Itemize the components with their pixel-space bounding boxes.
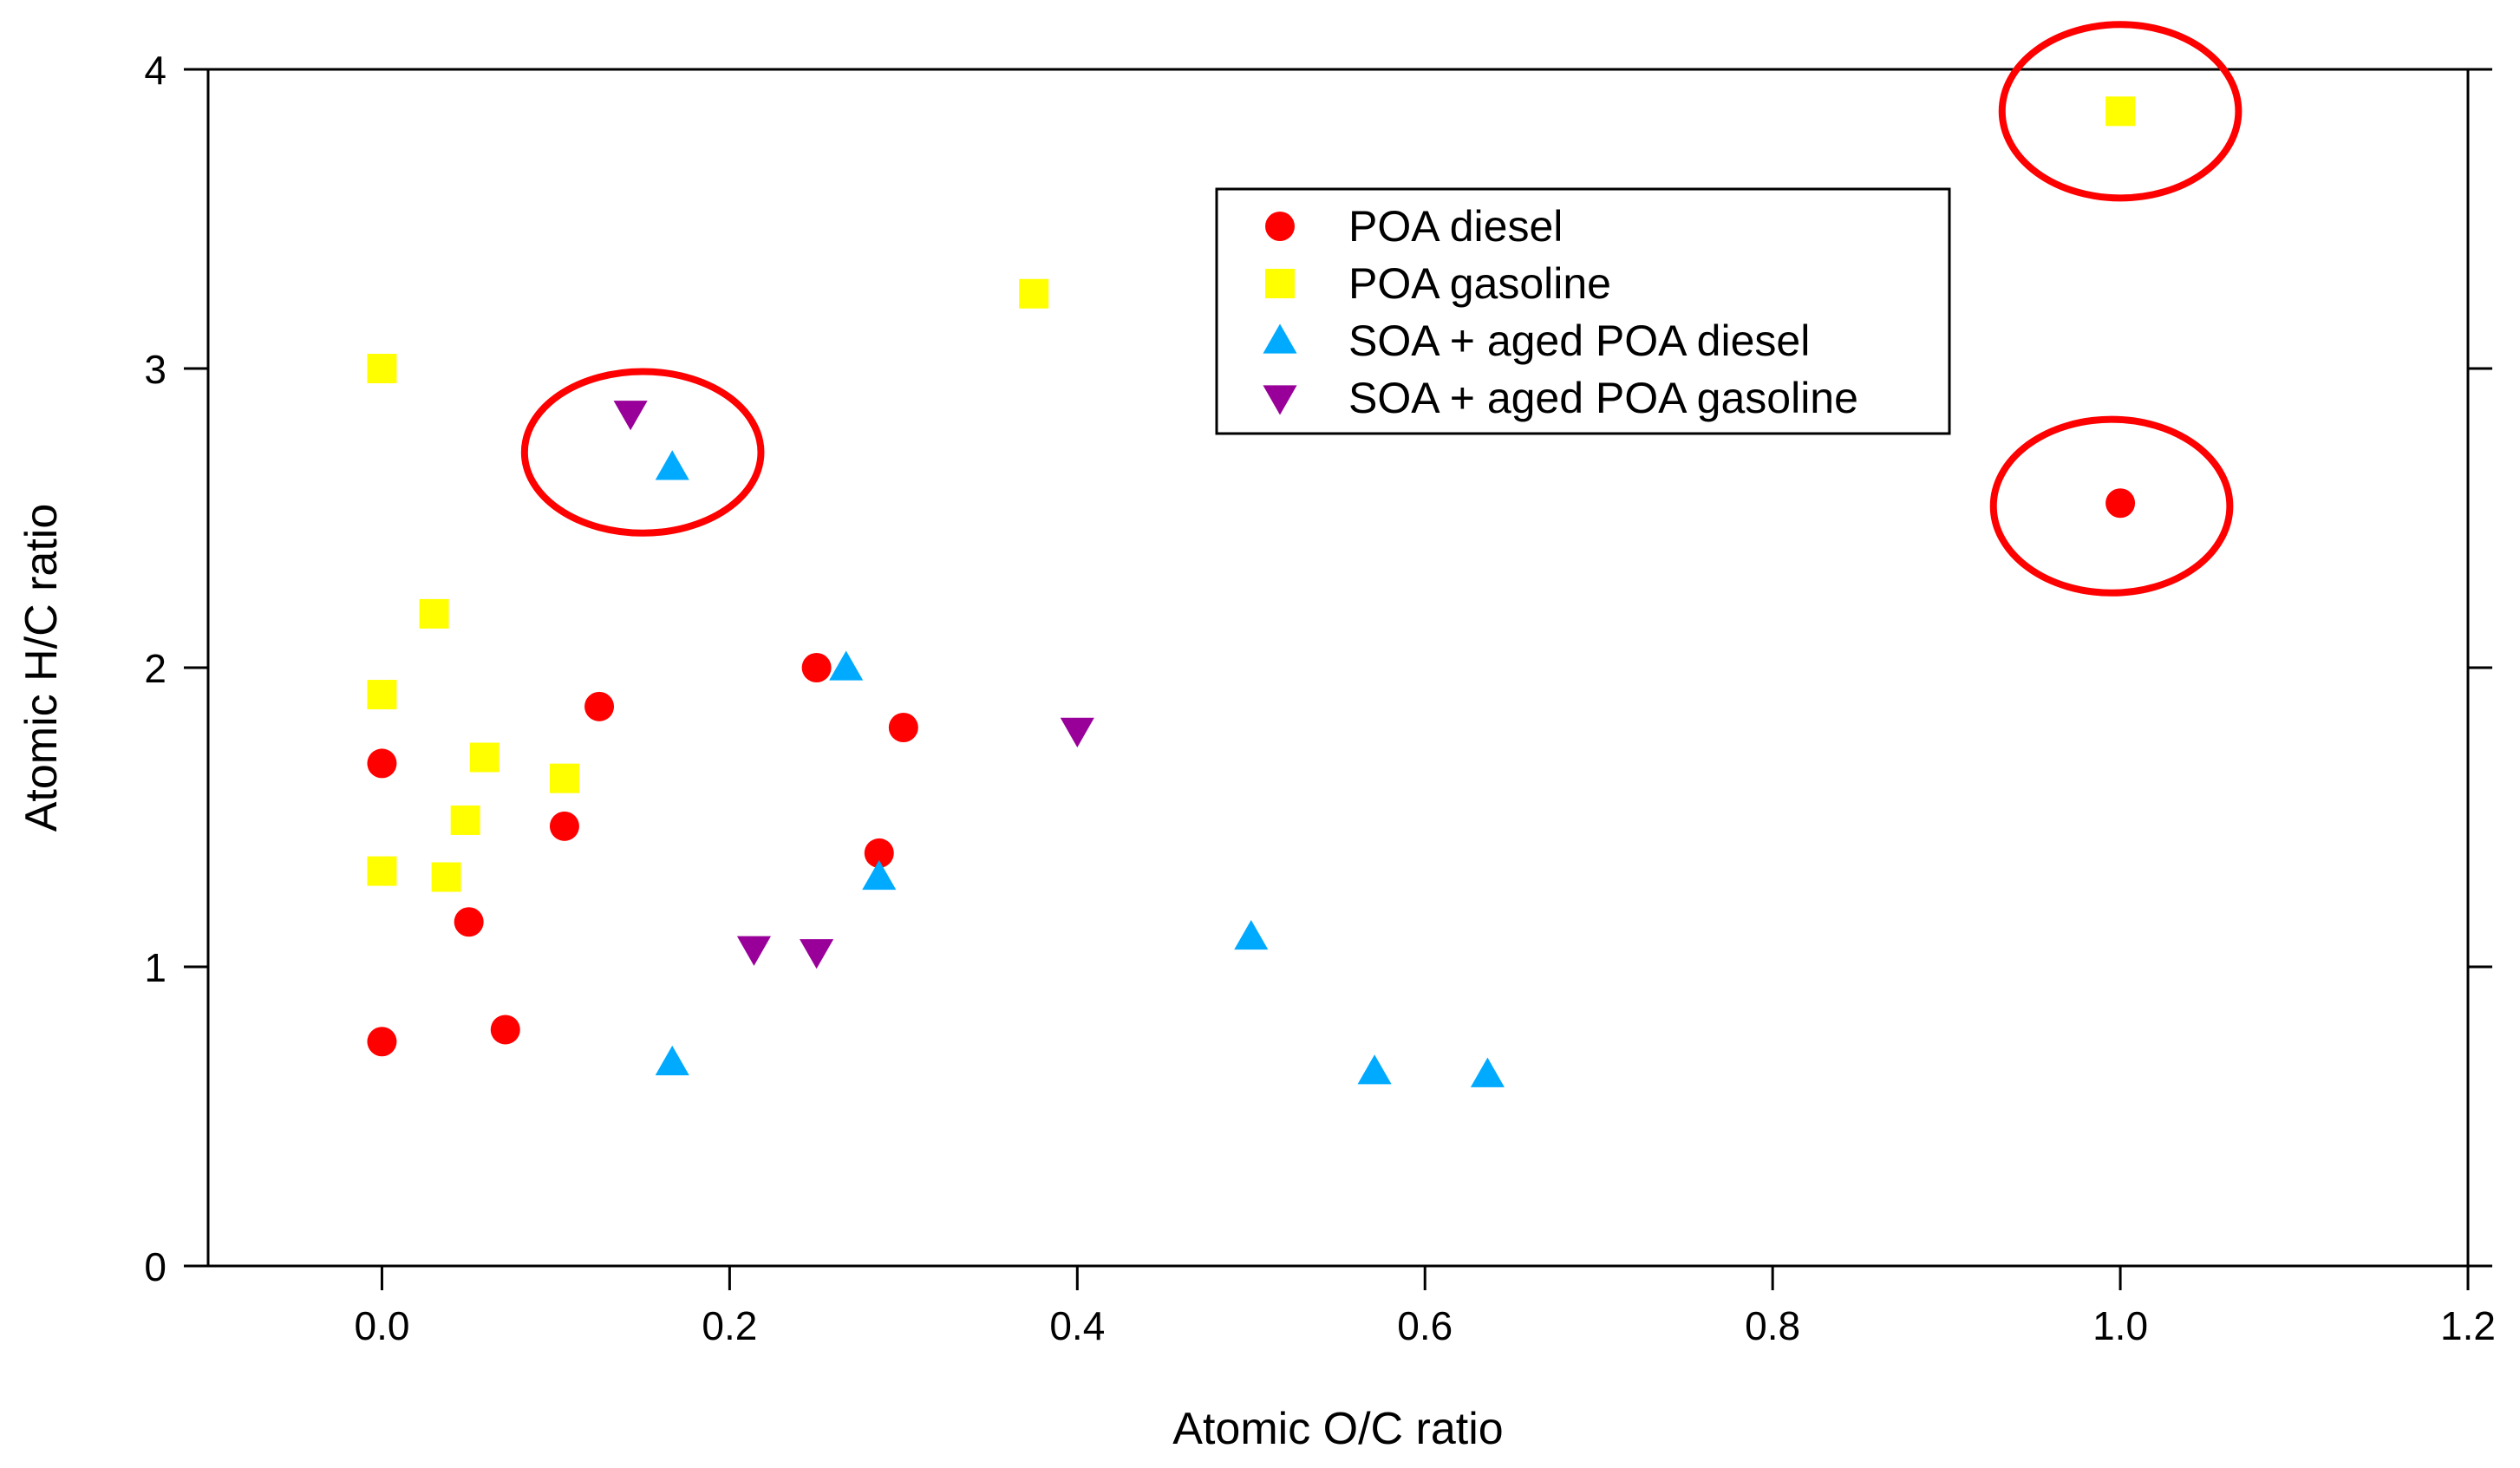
point-poa-gasoline <box>367 680 397 710</box>
point-poa-gasoline <box>1019 278 1049 309</box>
point-soa-aged-poa-diesel <box>1357 1054 1392 1085</box>
point-poa-diesel <box>888 713 918 742</box>
legend-marker <box>1265 269 1295 298</box>
point-poa-gasoline <box>2105 96 2136 127</box>
point-soa-aged-poa-gasoline <box>736 936 771 966</box>
highlight-ellipse <box>1998 21 2243 202</box>
x-tick-label: 0.4 <box>1049 1303 1105 1348</box>
point-soa-aged-poa-diesel <box>655 1045 689 1076</box>
legend-label: SOA + aged POA diesel <box>1348 316 1810 365</box>
point-soa-aged-poa-diesel <box>862 859 897 891</box>
data-points <box>367 96 2136 1087</box>
point-poa-diesel <box>2105 488 2136 519</box>
legend-box <box>1215 187 1951 435</box>
legend-label: SOA + aged POA gasoline <box>1348 374 1858 422</box>
y-tick-label: 4 <box>144 48 166 93</box>
x-axis-label: Atomic O/C ratio <box>1172 1404 1503 1454</box>
point-poa-diesel <box>367 1027 397 1057</box>
point-soa-aged-poa-diesel <box>655 450 689 480</box>
legend-marker <box>1263 385 1297 415</box>
point-poa-gasoline <box>367 856 397 886</box>
highlight-ellipse <box>1989 415 2234 597</box>
x-tick-label: 1.0 <box>2092 1303 2148 1348</box>
highlight-ellipses <box>520 21 2243 597</box>
point-soa-aged-poa-diesel <box>829 650 864 681</box>
legend-marker <box>1263 323 1297 354</box>
point-poa-gasoline <box>450 805 480 835</box>
point-poa-diesel <box>549 811 579 841</box>
point-poa-gasoline <box>367 354 397 383</box>
y-axis-ticks: 0 1 2 3 4 <box>144 48 2492 1289</box>
legend-marker <box>1265 212 1295 241</box>
x-tick-label: 0.8 <box>1745 1303 1800 1348</box>
x-axis-ticks: 0.0 0.2 0.4 0.6 0.8 1.0 1.2 <box>354 1266 2496 1348</box>
y-tick-label: 1 <box>144 945 166 990</box>
point-soa-aged-poa-gasoline <box>613 401 648 431</box>
point-soa-aged-poa-diesel <box>1470 1057 1505 1087</box>
y-tick-label: 2 <box>144 646 166 691</box>
point-poa-gasoline <box>431 862 461 892</box>
y-tick-label: 0 <box>144 1244 166 1289</box>
x-tick-label: 0.0 <box>354 1303 409 1348</box>
point-poa-diesel <box>864 838 894 868</box>
point-poa-gasoline <box>549 763 579 793</box>
point-poa-diesel <box>584 691 615 721</box>
x-tick-label: 1.2 <box>2440 1303 2496 1348</box>
x-tick-label: 0.2 <box>702 1303 757 1348</box>
legend-label: POA gasoline <box>1348 259 1611 308</box>
point-soa-aged-poa-gasoline <box>800 939 834 969</box>
y-axis-label: Atomic H/C ratio <box>16 504 67 832</box>
y-tick-label: 3 <box>144 347 166 392</box>
highlight-ellipse <box>520 368 765 537</box>
legend-label: POA diesel <box>1348 202 1563 251</box>
point-poa-diesel <box>801 653 832 682</box>
point-soa-aged-poa-diesel <box>1234 919 1269 950</box>
point-soa-aged-poa-gasoline <box>1060 717 1094 747</box>
x-tick-label: 0.6 <box>1397 1303 1453 1348</box>
point-poa-diesel <box>367 748 397 779</box>
point-poa-gasoline <box>419 598 449 629</box>
point-poa-diesel <box>490 1015 520 1045</box>
legend: POA diesel POA gasoline SOA + aged POA die… <box>1215 187 1951 435</box>
point-poa-gasoline <box>469 742 499 773</box>
point-poa-diesel <box>454 907 484 937</box>
